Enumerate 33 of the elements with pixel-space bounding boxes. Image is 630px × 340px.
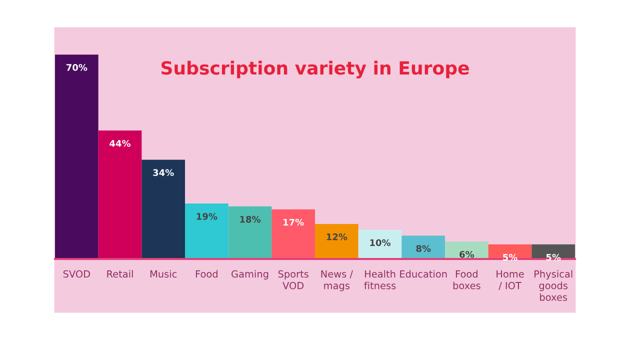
- data-label: 6%: [460, 250, 474, 258]
- bar: [272, 209, 315, 259]
- bar: [228, 206, 272, 259]
- bar: [358, 230, 402, 259]
- x-tick-label: Physical goods boxes: [534, 270, 572, 301]
- data-label: 44%: [110, 140, 131, 147]
- x-tick-label: Education: [400, 270, 447, 278]
- data-label: 70%: [66, 64, 88, 71]
- data-label: 17%: [284, 218, 304, 226]
- chart-title: Subscription variety in Europe: [162, 60, 469, 78]
- bar: [315, 224, 358, 259]
- x-tick-label: Food: [196, 270, 218, 278]
- bar: [142, 160, 185, 259]
- x-tick-label: Health fitness: [364, 270, 396, 290]
- data-label: 34%: [153, 169, 174, 176]
- data-label: 18%: [240, 216, 261, 223]
- x-tick-label: Home / IOT: [496, 270, 524, 290]
- x-tick-label: Gaming: [232, 270, 268, 280]
- bar: [402, 236, 445, 259]
- x-tick-label: Retail: [107, 270, 133, 278]
- data-label: 12%: [326, 233, 348, 240]
- bar: [185, 204, 228, 259]
- x-tick-label: Sports VOD: [278, 270, 308, 290]
- x-tick-label: Music: [150, 270, 177, 278]
- data-label: 10%: [370, 239, 391, 246]
- bar: [98, 130, 142, 259]
- data-label: 5%: [503, 254, 518, 261]
- x-tick-label: Food boxes: [453, 270, 480, 290]
- x-tick-label: SVOD: [63, 270, 90, 278]
- data-label: 8%: [416, 245, 431, 252]
- bar: [55, 54, 98, 259]
- x-tick-label: News / mags: [321, 270, 353, 292]
- data-label: 19%: [196, 212, 218, 220]
